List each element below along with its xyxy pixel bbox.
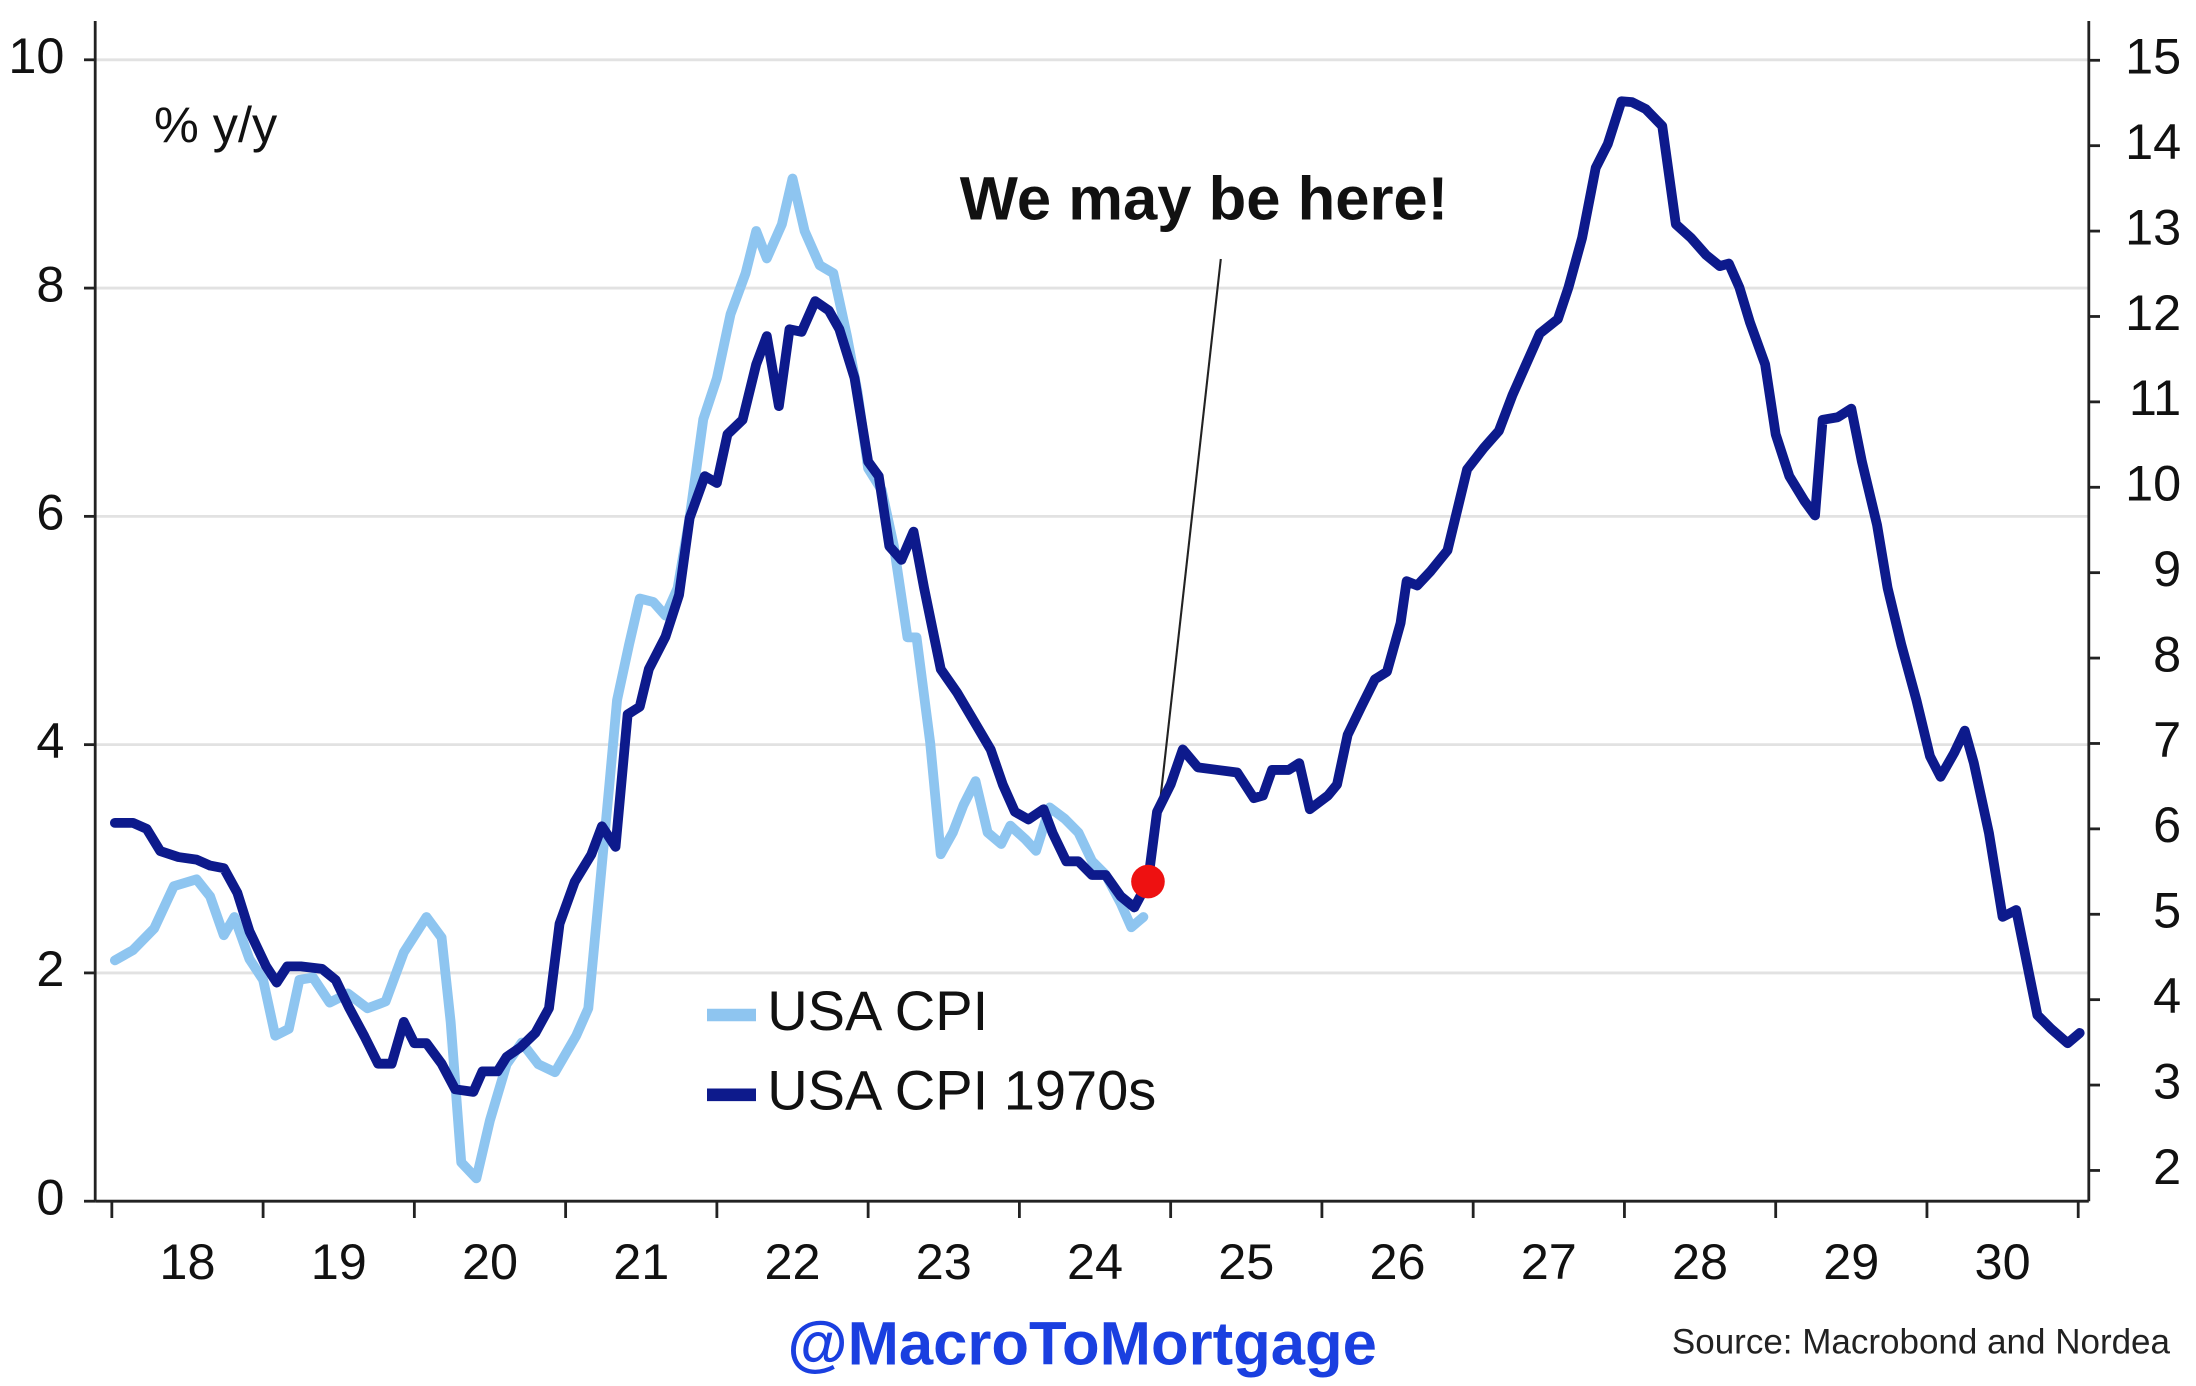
annotation: We may be here!: [960, 164, 1448, 233]
y2-tick-label: 10: [2125, 455, 2181, 512]
series-line: [109, 96, 2085, 1097]
y-tick-label: 10: [8, 27, 64, 84]
y2-tick-label: 12: [2125, 284, 2181, 341]
y-tick-label: 0: [36, 1169, 64, 1226]
y2-tick-label: 8: [2153, 625, 2181, 682]
watermark: @MacroToMortgage: [788, 1309, 1377, 1378]
highlight-marker: [1131, 864, 1165, 899]
x-tick-label: 21: [613, 1233, 669, 1290]
x-tick-label: 29: [1823, 1233, 1879, 1290]
y2-tick-label: 5: [2153, 882, 2181, 939]
x-tick-label: 20: [462, 1233, 518, 1290]
y-tick-label: 6: [36, 484, 64, 541]
legend-label: USA CPI 1970s: [767, 1059, 1156, 1122]
annotation-line: [1153, 258, 1222, 848]
y-tick-label: 8: [36, 255, 64, 312]
y2-tick-label: 7: [2153, 711, 2181, 768]
y-tick-label: 4: [36, 712, 64, 769]
x-tick-label: 27: [1521, 1233, 1577, 1290]
y2-tick-label: 15: [2125, 28, 2181, 85]
y2-tick-label: 2: [2153, 1138, 2181, 1195]
x-tick-label: 24: [1067, 1233, 1123, 1290]
x-tick-label: 23: [916, 1233, 972, 1290]
y2-tick-label: 9: [2153, 540, 2181, 597]
x-tick-label: 28: [1672, 1233, 1728, 1290]
y2-tick-label: 3: [2153, 1052, 2181, 1109]
x-tick-label: 26: [1370, 1233, 1426, 1290]
x-tick-label: 30: [1975, 1233, 2031, 1290]
source: Source: Macrobond and Nordea: [1672, 1322, 2171, 1361]
legend-label: USA CPI: [767, 979, 988, 1042]
y2-tick-label: 13: [2125, 198, 2181, 255]
y2-tick-label: 4: [2153, 967, 2181, 1024]
series-line: [109, 173, 1149, 1184]
y2-tick-label: 14: [2125, 113, 2181, 170]
y2-tick-label: 6: [2153, 796, 2181, 853]
y2-tick-label: 11: [2129, 369, 2181, 426]
axis-label: % y/y: [154, 96, 278, 153]
x-tick-label: 22: [764, 1233, 820, 1290]
y-tick-label: 2: [36, 940, 64, 997]
x-tick-label: 19: [311, 1233, 367, 1290]
x-tick-label: 25: [1218, 1233, 1274, 1290]
x-tick-label: 18: [159, 1233, 215, 1290]
